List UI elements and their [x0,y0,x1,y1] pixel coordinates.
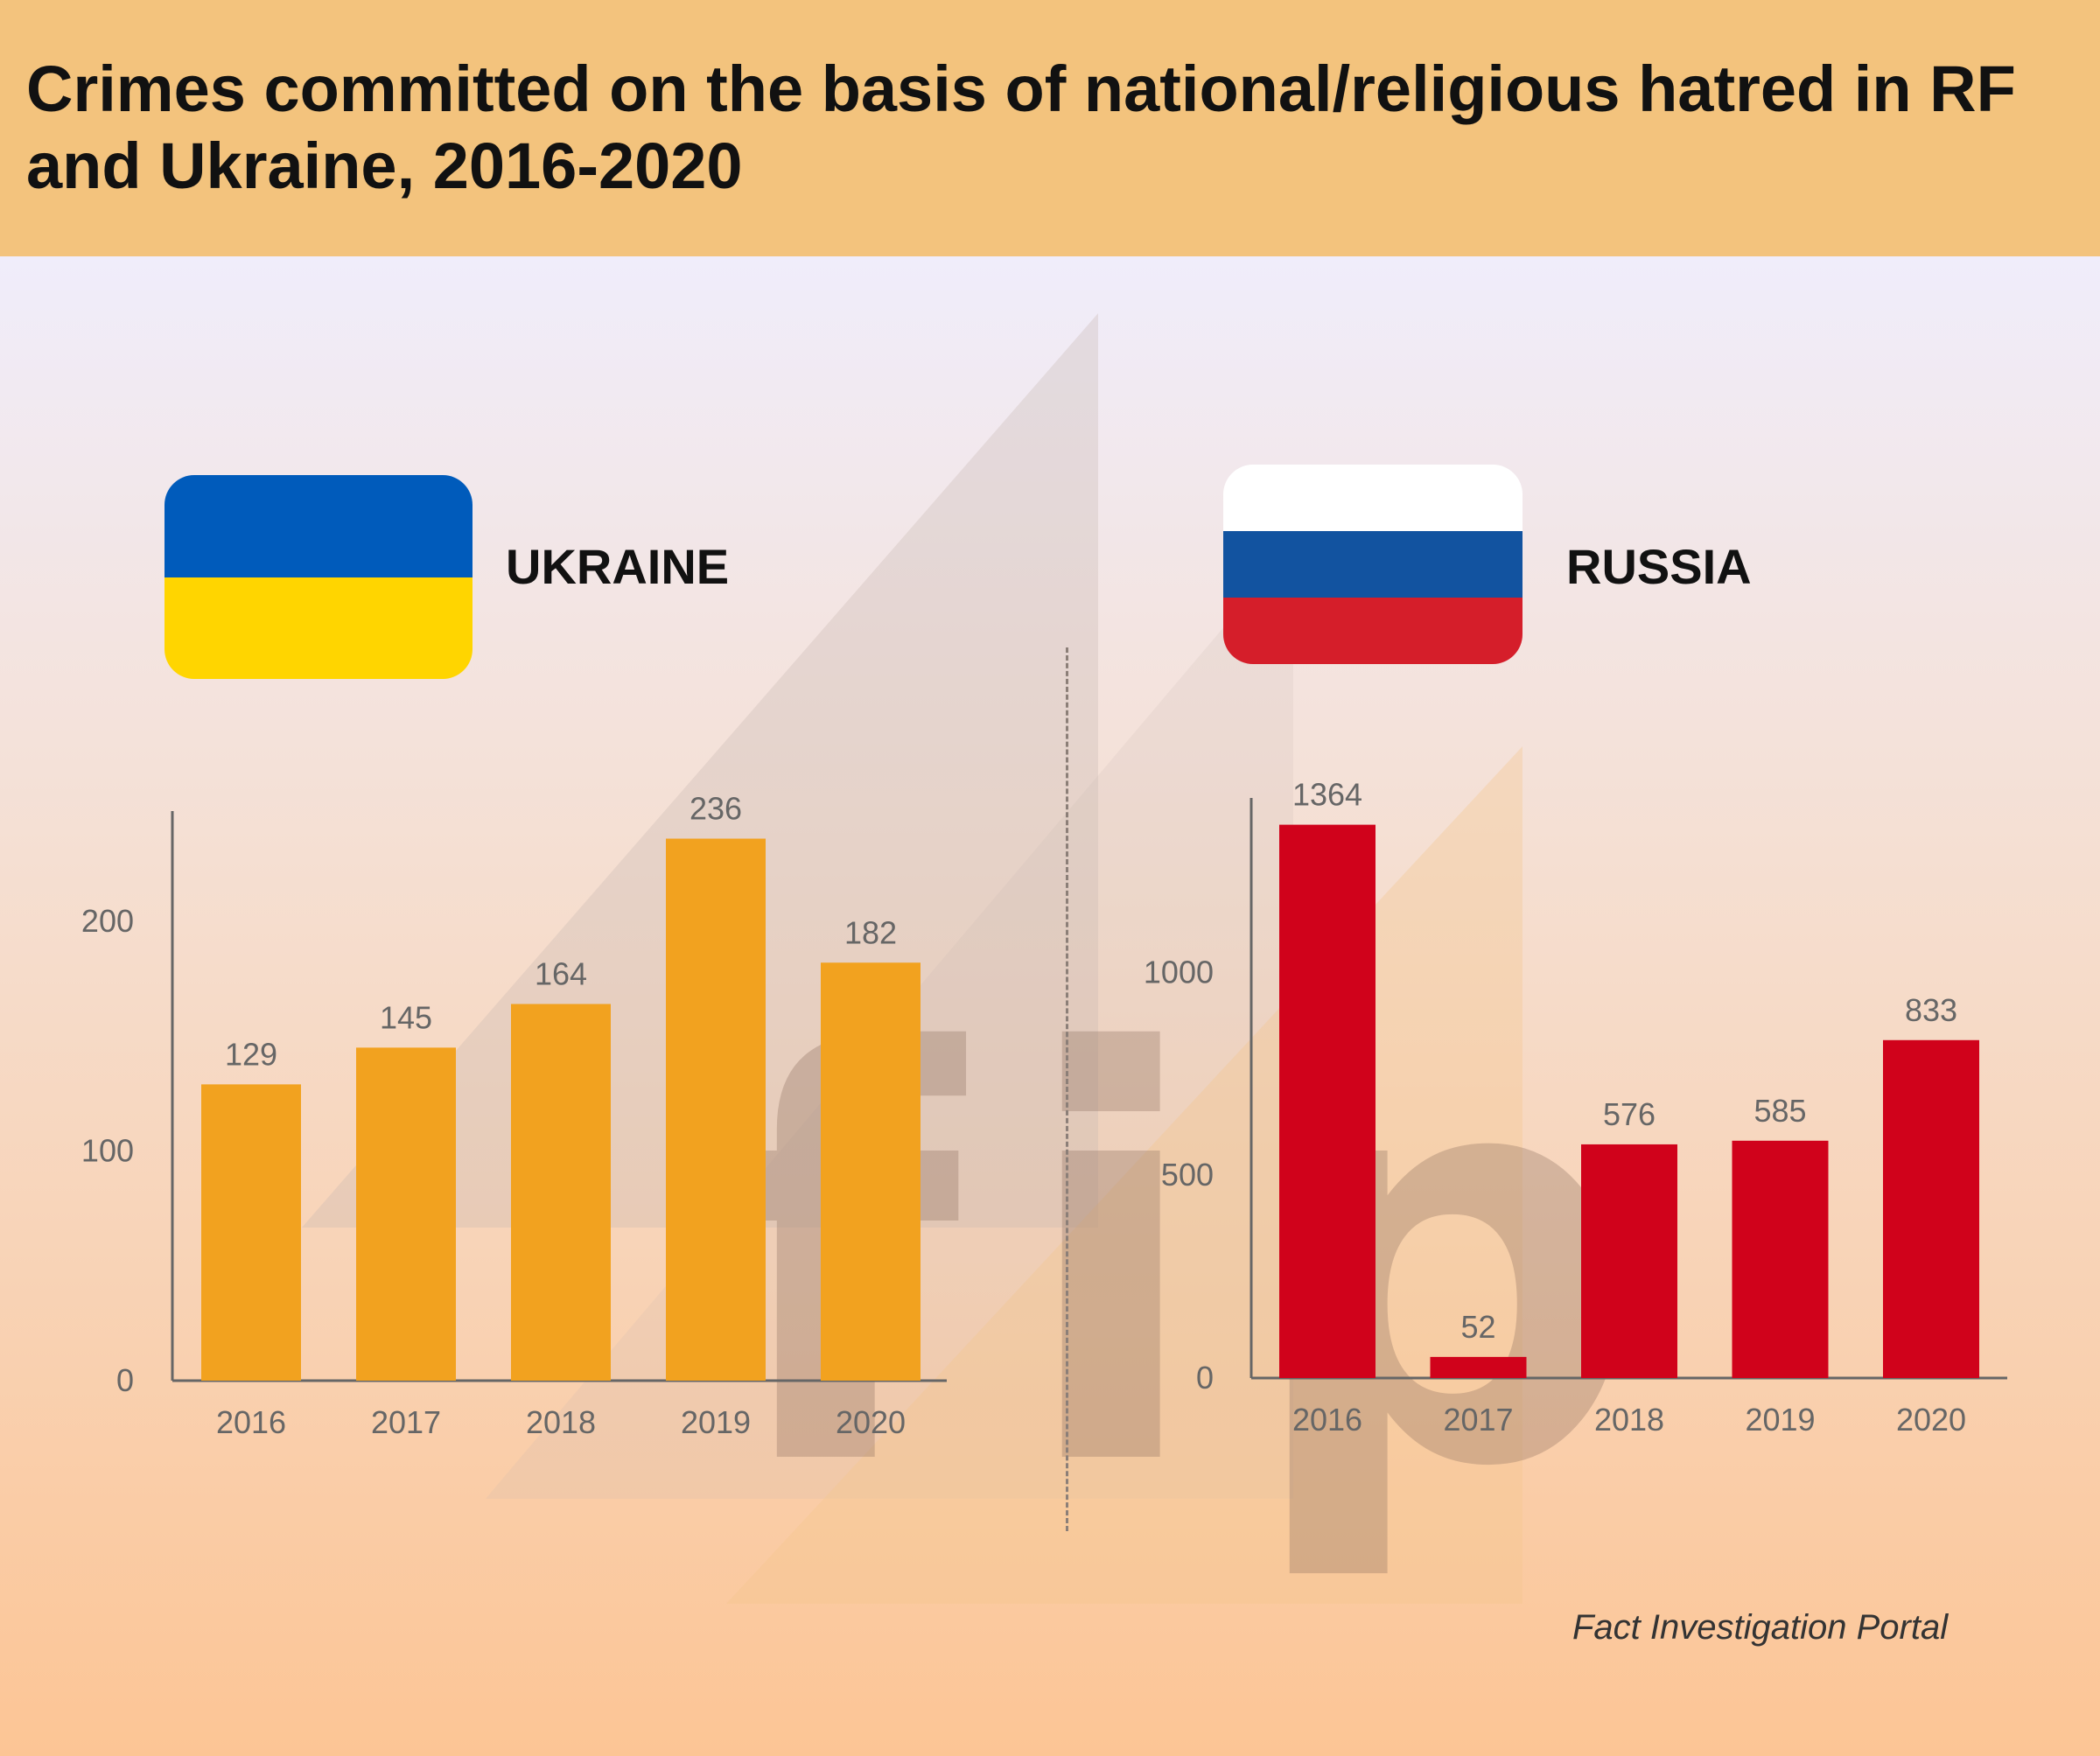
russia-bar-2020 [1883,1039,1979,1378]
source-credit: Fact Investigation Portal [1572,1608,1949,1647]
ukraine-y-tick-label: 200 [81,903,134,939]
ukraine-data-label-2019: 236 [690,791,742,827]
russia-x-tick-label-2018: 2018 [1594,1402,1664,1438]
ukraine-flag [164,475,472,679]
ukraine-data-label-2018: 164 [535,956,587,992]
ukraine-y-tick-label: 100 [81,1133,134,1169]
russia-data-label-2016: 1364 [1292,777,1362,813]
russia-flag [1223,465,1522,664]
ukraine-y-tick-label: 0 [116,1362,134,1398]
russia-data-label-2017: 52 [1460,1309,1495,1345]
panel-divider [1066,647,1068,1531]
russia-data-label-2018: 576 [1603,1096,1656,1132]
ukraine-bar-2018 [511,1004,611,1381]
russia-data-label-2019: 585 [1754,1093,1806,1129]
ukraine-x-tick-label-2019: 2019 [681,1404,751,1440]
ukraine-data-label-2020: 182 [844,914,897,950]
russia-bar-2017 [1430,1356,1527,1378]
russia-x-tick-label-2017: 2017 [1443,1402,1513,1438]
russia-y-tick-label: 1000 [1144,954,1214,990]
ukraine-label: UKRAINE [506,539,730,594]
watermark-letter-i: i [1015,937,1207,1589]
russia-label: RUSSIA [1566,539,1752,594]
ukraine-x-tick-label-2016: 2016 [216,1404,286,1440]
russia-y-tick-label: 0 [1196,1360,1214,1396]
russia-x-tick-label-2020: 2020 [1896,1402,1966,1438]
ukraine-bar-2017 [356,1047,456,1381]
russia-x-tick-label-2019: 2019 [1745,1402,1815,1438]
ukraine-bar-2019 [666,838,766,1381]
ukraine-data-label-2016: 129 [225,1036,277,1072]
ukraine-bar-2016 [201,1084,301,1381]
russia-x-tick-label-2016: 2016 [1292,1402,1362,1438]
header-banner: Crimes committed on the basis of nationa… [0,0,2100,256]
ukraine-data-label-2017: 145 [380,999,432,1035]
russia-bar-2018 [1581,1144,1677,1378]
russia-bar-2016 [1279,824,1376,1378]
ukraine-bar-2020 [821,962,920,1381]
page-title: Crimes committed on the basis of nationa… [26,52,2016,202]
ukraine-x-tick-label-2018: 2018 [526,1404,596,1440]
russia-bar-2019 [1732,1140,1829,1378]
russia-y-tick-label: 500 [1161,1157,1214,1193]
ukraine-x-tick-label-2017: 2017 [371,1404,441,1440]
russia-data-label-2020: 833 [1905,992,1957,1028]
ukraine-x-tick-label-2020: 2020 [836,1404,906,1440]
